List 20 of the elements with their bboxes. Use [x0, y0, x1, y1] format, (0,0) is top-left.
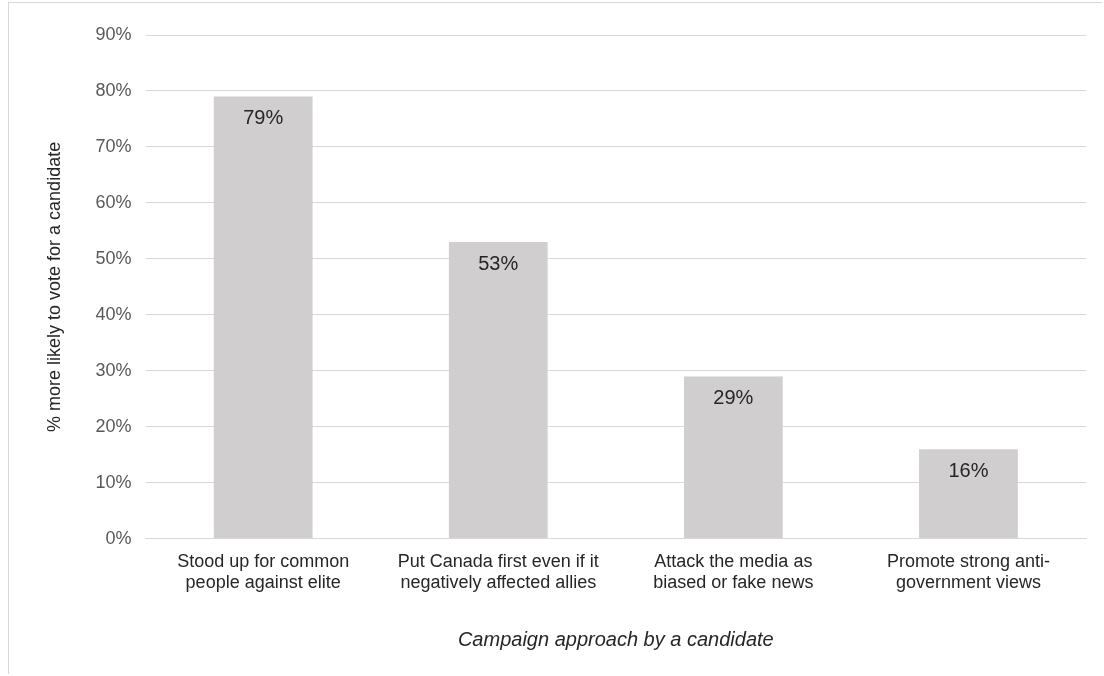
y-axis-title: % more likely to vote for a candidate: [43, 141, 64, 432]
data-label: 79%: [243, 106, 284, 129]
y-tick-label: 30%: [95, 359, 132, 380]
x-axis-title: Campaign approach by a candidate: [457, 627, 774, 650]
x-tick-label: Stood up for common people against elite: [177, 550, 350, 593]
y-tick-label: 10%: [95, 471, 132, 492]
data-label: 29%: [713, 385, 754, 408]
y-tick-label: 70%: [95, 135, 132, 156]
data-label: 53%: [478, 251, 519, 274]
y-tick-label: 50%: [95, 247, 132, 268]
x-tick-label: Promote strong anti-government views: [886, 550, 1050, 593]
y-tick-label: 90%: [95, 23, 132, 44]
y-tick-label: 20%: [95, 415, 132, 436]
y-tick-label: 0%: [105, 527, 132, 548]
y-tick-label: 80%: [95, 79, 132, 100]
x-tick-label: Attack the media as biased or fake news: [653, 550, 814, 593]
data-label: 16%: [948, 458, 989, 481]
x-tick-label: Put Canada first even if it negatively affected allies: [397, 550, 599, 593]
y-tick-label: 60%: [95, 191, 132, 212]
y-tick-label: 40%: [95, 303, 132, 324]
